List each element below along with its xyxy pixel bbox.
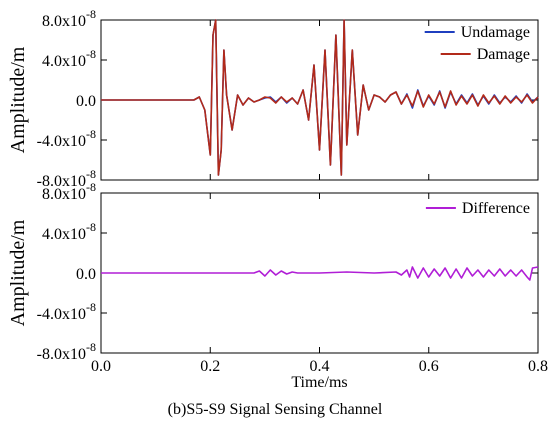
x-tick-label: 0.4 xyxy=(310,358,330,375)
y-tick-label: -4.0x10-8 xyxy=(37,300,96,323)
bottom-panel: -8.0x10-8 -4.0x10-8 0.0 4.0x10-8 8.0x10-8 0.0… xyxy=(7,180,548,391)
x-tick-label: 0.2 xyxy=(200,358,220,375)
y-tick-label: 4.0x10-8 xyxy=(42,220,96,243)
top-panel: -8.0x10-8 -4.0x10-8 0.0 4.0x10-8 8.0x10-8 Amp… xyxy=(7,7,539,190)
x-tick-label: 0.8 xyxy=(528,358,548,375)
y-tick-label: 4.0x10-8 xyxy=(42,47,96,70)
y-tick-label: -4.0x10-8 xyxy=(37,127,96,150)
x-tick-label: 0.6 xyxy=(419,358,439,375)
y-tick-label: 8.0x10-8 xyxy=(42,180,96,203)
y-axis-label: Amplitude/m xyxy=(7,219,29,326)
y-axis-label: Amplitude/m xyxy=(7,46,29,153)
x-axis-label: Time/ms xyxy=(291,374,347,391)
legend-label: Undamage xyxy=(461,24,530,41)
series-line-undamage xyxy=(101,19,539,176)
legend-label: Difference xyxy=(462,200,530,217)
x-tick-label: 0.0 xyxy=(91,358,111,375)
y-tick-label: -8.0x10-8 xyxy=(37,340,96,363)
y-tick-label: 0.0 xyxy=(76,93,96,110)
y-tick-label: -8.0x10-8 xyxy=(37,167,96,190)
y-tick-label: 0.0 xyxy=(76,266,96,283)
series-line-difference xyxy=(101,266,539,281)
figure-caption: (b)S5-S9 Signal Sensing Channel xyxy=(168,401,383,418)
y-tick-label: 8.0x10-8 xyxy=(42,7,96,30)
legend-label: Damage xyxy=(477,46,530,63)
series-line-damage xyxy=(101,19,539,176)
